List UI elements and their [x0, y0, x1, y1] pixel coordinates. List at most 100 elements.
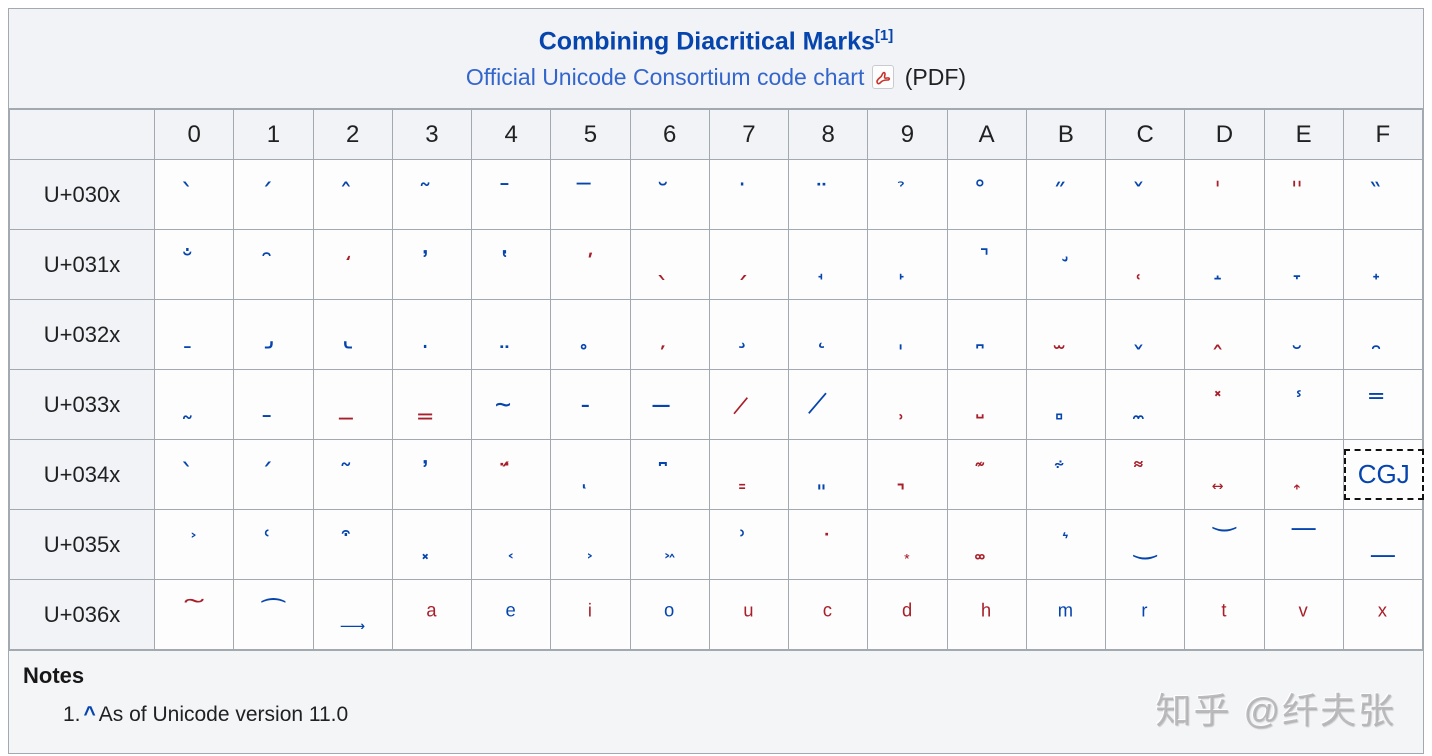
- cell-U+0340[interactable]: ̀: [185, 459, 203, 491]
- cell-U+0331[interactable]: ̱: [264, 389, 282, 421]
- cell-U+034B[interactable]: ͋: [1057, 459, 1075, 491]
- cell-U+0323[interactable]: ̣: [423, 319, 441, 351]
- cell-U+0326[interactable]: ̦: [661, 319, 679, 351]
- cell-U+031D[interactable]: ̝: [1215, 249, 1233, 281]
- cell-U+036A[interactable]: ͪ: [978, 599, 995, 631]
- cell-U+0341[interactable]: ́: [264, 459, 282, 491]
- cell-U+0352[interactable]: ͒: [344, 529, 362, 561]
- cell-U+0360[interactable]: ͠: [185, 599, 203, 631]
- cell-U+0303[interactable]: ̃: [423, 179, 441, 211]
- cell-U+032B[interactable]: ̫: [1057, 319, 1075, 351]
- cell-U+036D[interactable]: ͭ: [1216, 599, 1233, 631]
- cell-U+030B[interactable]: ̋: [1057, 179, 1075, 211]
- cell-U+030C[interactable]: ̌: [1136, 179, 1154, 211]
- cell-U+034E[interactable]: ͎: [1295, 459, 1313, 491]
- cell-U+033F[interactable]: ̿: [1374, 389, 1392, 421]
- cell-U+035E[interactable]: ͞: [1295, 529, 1313, 561]
- cell-U+0364[interactable]: ͤ: [503, 599, 520, 631]
- cell-U+0301[interactable]: ́: [264, 179, 282, 211]
- chart-title-link[interactable]: Combining Diacritical Marks: [538, 27, 875, 56]
- cell-U+0328[interactable]: ̨: [819, 319, 837, 351]
- cell-U+032E[interactable]: ̮: [1295, 319, 1313, 351]
- cell-U+0305[interactable]: ̅: [581, 179, 599, 211]
- cell-U+033D[interactable]: ̽: [1215, 389, 1233, 421]
- cell-U+0319[interactable]: ̙: [898, 249, 916, 281]
- cell-U+0307[interactable]: ̇: [740, 179, 758, 211]
- cell-U+034C[interactable]: ͌: [1136, 459, 1154, 491]
- cell-U+0357[interactable]: ͗: [740, 529, 758, 561]
- cell-U+032C[interactable]: ̬: [1136, 319, 1154, 351]
- cell-U+0312[interactable]: ̒: [344, 249, 362, 281]
- cell-U+0354[interactable]: ͔: [503, 529, 520, 561]
- cell-U+0353[interactable]: ͓: [423, 529, 441, 561]
- cell-U+0368[interactable]: ͨ: [820, 599, 837, 631]
- cell-U+0327[interactable]: ̧: [740, 319, 758, 351]
- cell-U+0318[interactable]: ̘: [819, 249, 837, 281]
- cell-U+034D[interactable]: ͍: [1215, 459, 1233, 491]
- cell-U+0348[interactable]: ͈: [819, 459, 837, 491]
- footnote-ref-link[interactable]: [1]: [874, 27, 894, 44]
- cell-U+0334[interactable]: ̴: [502, 389, 520, 421]
- cell-U+033E[interactable]: ̾: [1295, 389, 1313, 421]
- cell-U+0300[interactable]: ̀: [185, 179, 203, 211]
- cell-U+030A[interactable]: ̊: [978, 179, 996, 211]
- cell-U+035F[interactable]: ͟: [1374, 529, 1392, 561]
- cell-U+030F[interactable]: ̏: [1374, 179, 1392, 211]
- cell-U+0311[interactable]: ̑: [264, 249, 282, 281]
- cell-U+031C[interactable]: ̜: [1136, 249, 1154, 281]
- cell-U+0322[interactable]: ̢: [344, 319, 362, 351]
- cell-U+031B[interactable]: ̛: [1057, 249, 1075, 281]
- cell-U+0362[interactable]: ͢: [344, 599, 362, 631]
- cell-U+0361[interactable]: ͡: [264, 599, 282, 631]
- cell-U+0306[interactable]: ̆: [661, 179, 679, 211]
- cell-U+0333[interactable]: ̳: [423, 389, 441, 421]
- cell-U+034A[interactable]: ͊: [978, 459, 996, 491]
- cell-U+0339[interactable]: ̹: [898, 389, 916, 421]
- cell-U+0367[interactable]: ͧ: [740, 599, 757, 631]
- cell-U+033B[interactable]: ̻: [1057, 389, 1075, 421]
- cell-U+0338[interactable]: ̸: [819, 389, 837, 421]
- cell-U+0310[interactable]: ̐: [185, 249, 203, 281]
- cell-U+0366[interactable]: ͦ: [661, 599, 678, 631]
- cell-U+0329[interactable]: ̩: [898, 319, 916, 351]
- cell-U+0337[interactable]: ̷: [740, 389, 758, 421]
- cell-U+0321[interactable]: ̡: [264, 319, 282, 351]
- cell-U+0365[interactable]: ͥ: [582, 599, 599, 631]
- cell-U+0346[interactable]: ͆: [661, 459, 679, 491]
- cell-U+0351[interactable]: ͑: [264, 529, 282, 561]
- cell-U+0356[interactable]: ͖: [661, 529, 678, 561]
- cell-U+030E[interactable]: ̎: [1295, 179, 1313, 211]
- cell-U+0344[interactable]: ̈́: [502, 459, 520, 491]
- cell-U+0343[interactable]: ̓: [423, 459, 441, 491]
- cell-U+0355[interactable]: ͕: [582, 529, 599, 561]
- cell-U+0308[interactable]: ̈: [819, 179, 837, 211]
- cell-U+033A[interactable]: ̺: [978, 389, 996, 421]
- cell-U+034F[interactable]: CGJ: [1343, 449, 1424, 501]
- note-backlink[interactable]: ^: [83, 703, 96, 727]
- cell-U+0320[interactable]: ̠: [185, 319, 203, 351]
- cell-U+0315[interactable]: ̕: [581, 249, 599, 281]
- cell-U+0317[interactable]: ̗: [740, 249, 758, 281]
- cell-U+0324[interactable]: ̤: [502, 319, 520, 351]
- cell-U+031F[interactable]: ̟: [1374, 249, 1392, 281]
- cell-U+0369[interactable]: ͩ: [899, 599, 916, 631]
- cell-U+0316[interactable]: ̖: [661, 249, 679, 281]
- cell-U+036B[interactable]: ͫ: [1057, 599, 1074, 631]
- cell-U+035D[interactable]: ͝: [1215, 529, 1233, 561]
- cell-U+0314[interactable]: ̔: [502, 249, 520, 281]
- cell-U+036C[interactable]: ͬ: [1137, 599, 1154, 631]
- cell-U+033C[interactable]: ̼: [1136, 389, 1154, 421]
- cell-U+035C[interactable]: ͜: [1136, 529, 1154, 561]
- cell-U+035A[interactable]: ͚: [978, 529, 996, 561]
- cell-U+032A[interactable]: ̪: [978, 319, 996, 351]
- cell-U+036E[interactable]: ͮ: [1295, 599, 1312, 631]
- cell-U+0342[interactable]: ͂: [344, 459, 362, 491]
- cell-U+030D[interactable]: ̍: [1215, 179, 1233, 211]
- cell-U+0363[interactable]: ͣ: [423, 599, 440, 631]
- cell-U+031A[interactable]: ̚: [978, 249, 996, 281]
- cell-U+032F[interactable]: ̯: [1374, 319, 1392, 351]
- cell-U+031E[interactable]: ̞: [1295, 249, 1313, 281]
- cell-U+0302[interactable]: ̂: [344, 179, 362, 211]
- cell-U+0335[interactable]: ̵: [581, 389, 599, 421]
- cell-U+0359[interactable]: ͙: [899, 529, 916, 561]
